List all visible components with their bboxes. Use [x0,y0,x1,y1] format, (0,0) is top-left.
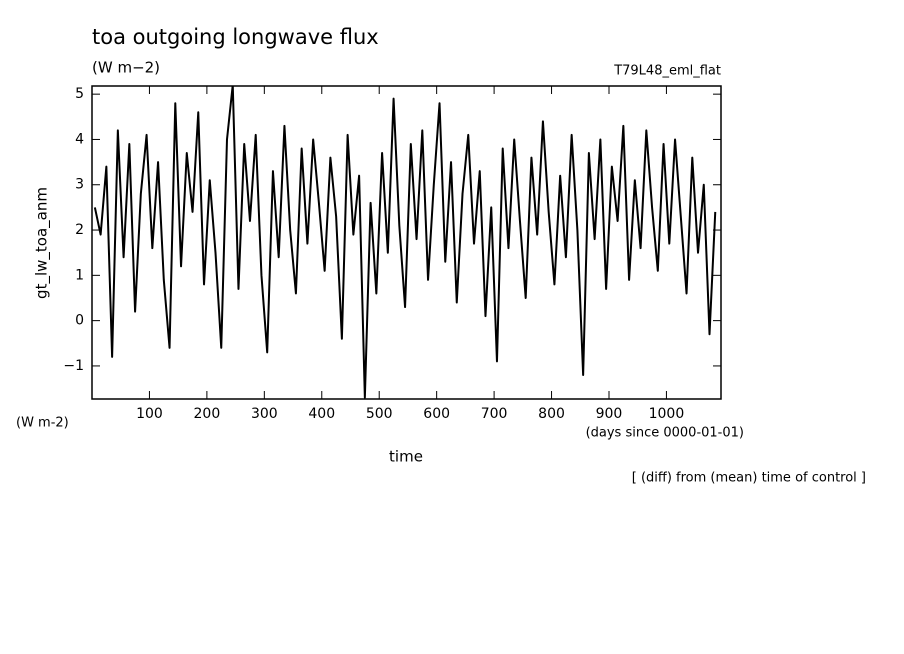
x-tick-label: 200 [194,406,221,422]
note: [ (diff) from (mean) time of control ] [632,471,866,486]
y-tick-label: 2 [75,222,84,238]
y-tick-label: 0 [75,313,84,329]
y-unit: (W m-2) [16,416,69,431]
y-tick-label: −1 [63,358,84,374]
data-line [93,86,717,399]
x-tick-label: 1000 [649,406,685,422]
x-tick-label: 600 [423,406,450,422]
x-tick-label: 500 [366,406,393,422]
x-axis-label: time [389,448,423,466]
x-tick-label: 800 [538,406,565,422]
plot-frame [91,85,722,400]
y-axis-label: gt_lw_toa_anm [33,187,52,299]
x-tick-label: 300 [251,406,278,422]
x-tick-label: 700 [481,406,508,422]
x-tick-label: 100 [136,406,163,422]
y-tick-label: 3 [75,177,84,193]
x-tick-label: 400 [308,406,335,422]
y-tick-label: 4 [75,131,84,147]
x-unit: (days since 0000-01-01) [586,426,744,441]
chart-title: toa outgoing longwave flux [92,25,379,49]
chart-subtitle: (W m−2) [92,59,160,77]
y-tick-label: 1 [75,267,84,283]
run-label: T79L48_eml_flat [613,64,721,79]
y-tick-label: 5 [75,86,84,102]
x-tick-label: 900 [596,406,623,422]
